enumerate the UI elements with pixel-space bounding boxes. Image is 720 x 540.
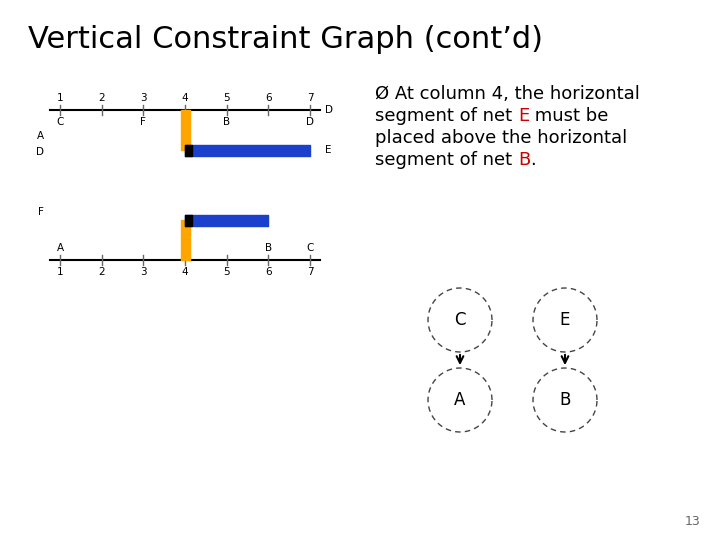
Text: 6: 6 [265, 93, 271, 103]
Text: .: . [530, 151, 536, 169]
Text: must be: must be [529, 107, 608, 125]
Text: 3: 3 [140, 267, 147, 277]
Text: 4: 4 [181, 267, 189, 277]
Text: 2: 2 [99, 267, 105, 277]
Text: 5: 5 [223, 93, 230, 103]
Text: 13: 13 [684, 515, 700, 528]
Text: segment of net: segment of net [375, 151, 518, 169]
Text: A: A [454, 391, 466, 409]
Text: 6: 6 [265, 267, 271, 277]
Text: D: D [36, 147, 44, 157]
Text: D: D [306, 117, 314, 127]
Text: A: A [37, 131, 44, 141]
Text: E: E [181, 117, 188, 127]
Text: E: E [560, 311, 570, 329]
Text: B: B [181, 243, 189, 253]
Text: 3: 3 [140, 93, 147, 103]
Text: 1: 1 [57, 267, 63, 277]
Text: segment of net: segment of net [375, 107, 518, 125]
Text: E: E [325, 145, 331, 155]
Text: Vertical Constraint Graph (cont’d): Vertical Constraint Graph (cont’d) [28, 25, 543, 54]
Text: 4: 4 [181, 93, 189, 103]
Text: 5: 5 [223, 267, 230, 277]
Text: D: D [325, 105, 333, 115]
Text: 7: 7 [307, 267, 313, 277]
Text: A: A [56, 243, 63, 253]
Text: Ø At column 4, the horizontal: Ø At column 4, the horizontal [375, 85, 640, 103]
Text: B: B [223, 117, 230, 127]
Text: placed above the horizontal: placed above the horizontal [375, 129, 627, 147]
Text: B: B [559, 391, 571, 409]
Text: F: F [140, 117, 146, 127]
Text: B: B [265, 243, 272, 253]
Text: 1: 1 [57, 93, 63, 103]
Text: E: E [518, 107, 529, 125]
Text: 7: 7 [307, 93, 313, 103]
Text: B: B [518, 151, 530, 169]
Text: C: C [306, 243, 314, 253]
Text: 2: 2 [99, 93, 105, 103]
Text: C: C [454, 311, 466, 329]
Text: F: F [38, 207, 44, 217]
Text: C: C [56, 117, 63, 127]
